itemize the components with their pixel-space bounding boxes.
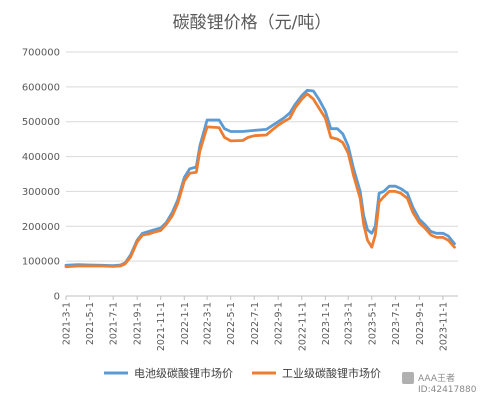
x-tick-label: 2023-11-1 <box>438 302 449 351</box>
x-tick-label: 2023-3-1 <box>344 302 355 345</box>
y-tick-label: 400000 <box>22 152 60 163</box>
watermark-line-1: AAA王者 <box>418 373 455 384</box>
x-tick-label: 2022-9-1 <box>274 302 285 345</box>
watermark: AAA王者 ID:42417880 <box>402 372 477 395</box>
series-lines <box>64 88 456 269</box>
watermark-logo-icon <box>402 372 414 384</box>
x-tick-label: 2023-5-1 <box>367 302 378 345</box>
y-tick-label: 700000 <box>22 48 60 59</box>
x-tick-label: 2021-5-1 <box>85 302 96 345</box>
x-tick-label: 2022-1-1 <box>180 302 191 345</box>
x-tick-label: 2022-11-1 <box>297 302 308 351</box>
y-tick-label: 200000 <box>22 222 60 233</box>
x-tick-label: 2021-3-1 <box>62 302 73 345</box>
x-tick-label: 2022-7-1 <box>250 302 261 345</box>
series-line-industrial-grade <box>64 92 456 269</box>
x-tick-label: 2022-5-1 <box>226 302 237 345</box>
legend-label-industrial-grade: 工业级碳酸锂市场价 <box>282 366 381 380</box>
y-tick-label: 500000 <box>22 117 60 128</box>
legend: 电池级碳酸锂市场价 工业级碳酸锂市场价 <box>104 366 381 380</box>
legend-label-battery-grade: 电池级碳酸锂市场价 <box>134 366 233 380</box>
y-axis-tick-labels: 0 100000 200000 300000 400000 500000 600000 700… <box>22 48 60 303</box>
gridlines <box>65 51 458 300</box>
watermark-line-2: ID:42417880 <box>418 385 477 395</box>
x-axis-tick-labels: 2021-3-1 2021-5-1 2021-7-1 2021-9-1 2021-11-… <box>62 302 450 351</box>
y-tick-label: 600000 <box>22 82 60 93</box>
x-tick-label: 2021-11-1 <box>156 302 167 351</box>
y-tick-label: 0 <box>54 292 60 303</box>
x-tick-label: 2023-9-1 <box>415 302 426 345</box>
x-tick-label: 2021-7-1 <box>109 302 120 345</box>
x-tick-label: 2021-9-1 <box>133 302 144 345</box>
x-tick-label: 2023-1-1 <box>321 302 332 345</box>
x-tick-label: 2022-3-1 <box>203 302 214 345</box>
x-tick-label: 2023-7-1 <box>391 302 402 345</box>
series-line-battery-grade <box>64 88 456 268</box>
y-tick-label: 100000 <box>22 257 60 268</box>
chart-title: 碳酸锂价格（元/吨） <box>173 13 332 33</box>
y-tick-label: 300000 <box>22 187 60 198</box>
